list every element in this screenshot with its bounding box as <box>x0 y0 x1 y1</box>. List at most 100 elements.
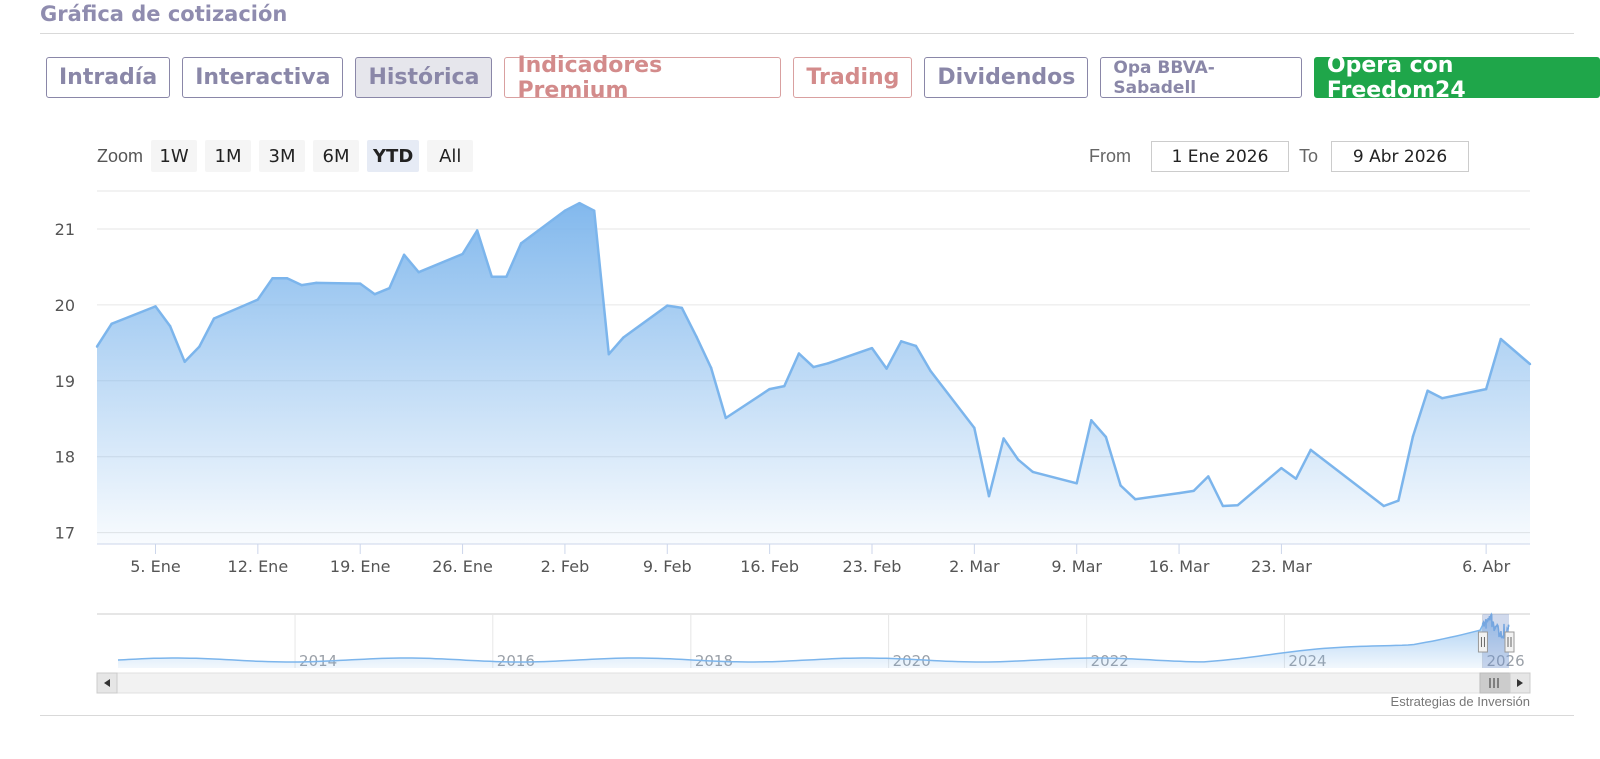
price-point <box>1294 477 1298 480</box>
price-point <box>680 306 684 310</box>
price-point <box>1177 491 1181 495</box>
navigator-line <box>117 612 1510 663</box>
price-point <box>709 366 713 370</box>
bottom-divider <box>40 715 1574 716</box>
price-point <box>1017 458 1020 461</box>
price-point <box>1280 466 1283 470</box>
price-point <box>1397 499 1400 502</box>
price-point <box>1484 387 1488 391</box>
x-tick-label: 19. Ene <box>330 557 391 576</box>
page-title: Gráfica de cotización <box>40 2 288 26</box>
price-point <box>929 369 932 373</box>
title-divider <box>40 33 1574 34</box>
price-point <box>110 322 113 326</box>
zoom-all-button[interactable]: All <box>427 140 474 172</box>
x-tick-label: 2. Feb <box>541 557 590 576</box>
tab-interactiva[interactable]: Interactiva <box>182 57 344 98</box>
price-point <box>783 384 786 388</box>
navigator-left-handle[interactable] <box>1477 631 1488 653</box>
navigator-scrollbar-thumb[interactable] <box>1479 672 1511 694</box>
zoom-3m-button[interactable]: 3M <box>259 140 306 172</box>
price-point <box>315 281 318 285</box>
chart-tabs: Intradía Interactiva Histórica Indicador… <box>46 53 1600 103</box>
price-point <box>198 345 201 348</box>
navigator-area <box>118 614 1509 668</box>
price-point <box>1382 504 1385 508</box>
price-point <box>490 275 494 278</box>
zoom-ytd-button[interactable]: YTD <box>367 140 420 172</box>
price-point <box>505 275 508 278</box>
price-point <box>592 209 596 212</box>
price-point <box>183 360 186 364</box>
price-point <box>519 242 523 245</box>
price-point <box>1119 484 1122 487</box>
tab-intradia[interactable]: Intradía <box>46 57 171 98</box>
chevron-left-icon <box>104 679 110 687</box>
price-point <box>1499 337 1502 341</box>
price-point <box>212 317 216 320</box>
tab-dividendos[interactable]: Dividendos <box>924 57 1089 98</box>
x-tick-label: 12. Ene <box>228 557 289 576</box>
x-tick-label: 9. Feb <box>643 557 692 576</box>
to-date-input[interactable] <box>1331 141 1470 172</box>
price-point <box>987 494 991 498</box>
navigator-right-handle[interactable] <box>1504 631 1515 653</box>
price-point <box>1207 475 1210 478</box>
price-point <box>1104 435 1108 439</box>
price-point <box>914 344 918 348</box>
price-point <box>563 209 567 212</box>
tab-opa-bbva-sabadell[interactable]: Opa BBVA-Sabadell <box>1100 57 1302 98</box>
zoom-selector: Zoom 1W 1M 3M 6M YTD All <box>97 140 474 172</box>
y-axis: 17 18 19 20 21 <box>55 220 75 543</box>
x-tick-label: 5. Ene <box>130 557 180 576</box>
price-point <box>417 271 420 274</box>
price-point <box>1236 504 1239 507</box>
zoom-1w-button[interactable]: 1W <box>151 140 198 172</box>
x-tick-label: 16. Mar <box>1149 557 1210 576</box>
price-point <box>607 353 610 356</box>
zoom-1m-button[interactable]: 1M <box>205 140 252 172</box>
plot-area <box>95 201 1532 544</box>
price-point <box>359 282 362 285</box>
price-point <box>797 352 801 355</box>
price-point <box>812 365 815 369</box>
navigator[interactable]: 2014201620182020202220242026 <box>96 612 1531 694</box>
price-point <box>1075 482 1078 485</box>
price-point <box>168 324 172 328</box>
x-tick-label: 6. Abr <box>1462 557 1510 576</box>
price-point <box>475 229 479 232</box>
range-to: To <box>1299 141 1470 172</box>
price-point <box>578 201 581 205</box>
chevron-right-icon <box>1517 679 1523 687</box>
price-point <box>622 336 625 339</box>
price-point <box>271 277 274 280</box>
zoom-6m-button[interactable]: 6M <box>313 140 360 172</box>
price-point <box>154 305 157 308</box>
from-date-input[interactable] <box>1151 141 1289 172</box>
range-from: From <box>1089 141 1289 172</box>
price-point <box>300 283 303 287</box>
price-area <box>97 203 1530 544</box>
price-point <box>1441 397 1444 400</box>
price-point <box>885 367 888 370</box>
x-tick-label: 9. Mar <box>1051 557 1102 576</box>
price-point <box>256 298 260 301</box>
price-point <box>900 340 903 343</box>
price-point <box>1426 389 1429 392</box>
navigator-scrollbar-track[interactable] <box>96 672 1531 694</box>
x-tick-label: 2. Mar <box>949 557 1000 576</box>
tab-historica[interactable]: Histórica <box>355 57 493 98</box>
price-point <box>1133 498 1137 501</box>
y-tick-label: 18 <box>55 448 75 467</box>
y-tick-label: 20 <box>55 296 75 315</box>
price-point <box>973 426 976 430</box>
price-point <box>95 345 99 348</box>
price-point <box>666 304 669 307</box>
x-tick-label: 23. Mar <box>1251 557 1312 576</box>
y-tick-label: 19 <box>55 372 75 391</box>
credit-label: Estrategias de Inversión <box>1390 694 1530 709</box>
price-point <box>1192 489 1195 493</box>
tab-trading[interactable]: Trading <box>793 57 913 98</box>
price-point <box>1221 504 1225 508</box>
